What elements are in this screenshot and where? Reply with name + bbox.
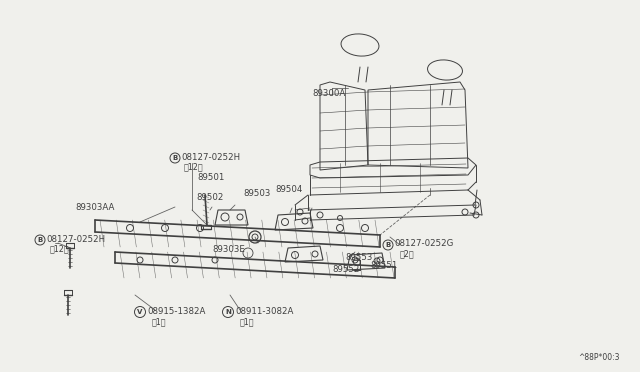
- Text: V: V: [138, 309, 143, 315]
- Text: 89552: 89552: [332, 266, 360, 275]
- Text: 89501: 89501: [197, 173, 225, 182]
- Text: B: B: [37, 237, 43, 243]
- Text: 89551: 89551: [370, 260, 397, 269]
- Text: 08127-0252H: 08127-0252H: [46, 234, 105, 244]
- Text: （2）: （2）: [400, 250, 415, 259]
- Text: 89303E: 89303E: [212, 246, 245, 254]
- Text: B: B: [385, 242, 390, 248]
- Text: 08915-1382A: 08915-1382A: [147, 307, 205, 315]
- Text: N: N: [225, 309, 231, 315]
- Text: ^88P*00:3: ^88P*00:3: [579, 353, 620, 362]
- Text: 89300A: 89300A: [312, 89, 345, 97]
- Text: 08127-0252H: 08127-0252H: [181, 153, 240, 161]
- Text: （1）: （1）: [152, 317, 166, 327]
- Text: （12）: （12）: [50, 244, 70, 253]
- Text: （12）: （12）: [184, 163, 204, 171]
- Text: 08127-0252G: 08127-0252G: [394, 240, 453, 248]
- Text: （1）: （1）: [240, 317, 255, 327]
- Text: 08911-3082A: 08911-3082A: [235, 307, 293, 315]
- Text: 89503: 89503: [243, 189, 270, 198]
- Text: 89303AA: 89303AA: [75, 202, 115, 212]
- Text: B: B: [172, 155, 178, 161]
- Text: 89553: 89553: [345, 253, 372, 263]
- Text: 89502: 89502: [196, 193, 223, 202]
- Text: 89504: 89504: [275, 186, 302, 195]
